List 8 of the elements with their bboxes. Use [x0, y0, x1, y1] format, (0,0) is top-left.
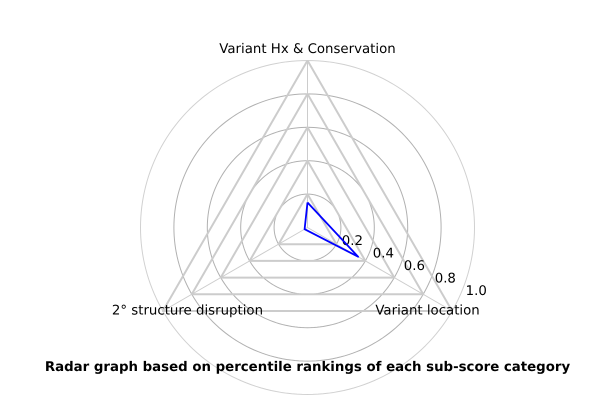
spoke-label: Variant Hx & Conservation: [219, 42, 396, 58]
y-tick-label: 0.4: [372, 246, 394, 262]
spoke-label: 2° structure disruption: [112, 304, 264, 318]
y-tick-label: 1.0: [466, 284, 487, 300]
spoke-label: Variant location: [375, 304, 480, 318]
y-tick-label: 0.6: [404, 259, 425, 274]
text: Radar graph based on percentile rankings of each sub-score category: [44, 360, 570, 375]
y-tick-label: 0.8: [434, 272, 456, 287]
